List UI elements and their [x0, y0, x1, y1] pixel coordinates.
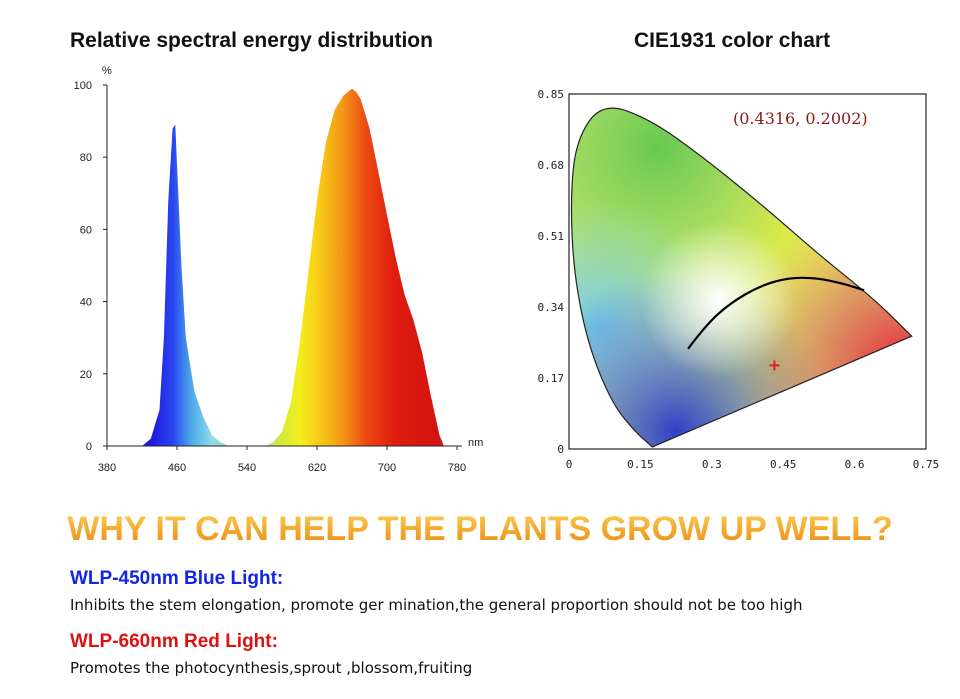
cie-x-tick-label: 0: [566, 458, 573, 471]
spectrum-x-unit: nm: [468, 437, 483, 449]
cie-y-tick-label: 0.51: [538, 230, 565, 243]
cie-y-tick-label: 0.68: [538, 159, 565, 172]
blue-light-heading: WLP-450nm Blue Light:: [70, 568, 284, 589]
cie-x-tick-label: 0.3: [702, 458, 722, 471]
cie-chart: 0 0.15 0.3 0.45 0.6 0.75 0 0.17 0.34 0.51 0.68 0.8…: [538, 88, 940, 471]
cie-x-tick-label: 0.45: [770, 458, 797, 471]
cie-y-tick-label: 0.17: [538, 372, 565, 385]
cie-x-tick-label: 0.75: [913, 458, 940, 471]
spectrum-chart-title: Relative spectral energy distribution: [70, 29, 433, 52]
spectrum-area: [142, 88, 444, 446]
spectrum-x-tick-label: 460: [168, 462, 186, 474]
cie-color-region: [571, 108, 912, 447]
red-light-heading: WLP-660nm Red Light:: [70, 631, 278, 652]
red-light-description: Promotes the photocynthesis,sprout ,blos…: [70, 659, 473, 677]
spectrum-y-tick-label: 100: [74, 80, 92, 92]
spectrum-x-tick-label: 620: [308, 462, 326, 474]
cie-x-tick-label: 0.15: [627, 458, 654, 471]
cie-y-tick-label: 0: [557, 443, 564, 456]
spectrum-x-tick-label: 700: [378, 462, 396, 474]
cie-color-point: [769, 360, 780, 371]
spectrum-chart: 380 460 540 620 700 780 0 20 40 60 80 100 % nm: [74, 65, 484, 474]
spectrum-y-tick-label: 80: [80, 152, 92, 164]
cie-planckian-curve: [687, 276, 865, 350]
cie-y-tick-label: 0.85: [538, 88, 565, 101]
spectrum-y-tick-label: 0: [86, 441, 92, 453]
blue-light-description: Inhibits the stem elongation, promote ge…: [70, 596, 803, 614]
spectrum-y-tick-label: 40: [80, 297, 92, 309]
spectrum-x-tick-label: 540: [238, 462, 256, 474]
cie-y-tick-label: 0.34: [538, 301, 565, 314]
cie-coordinate-annotation: (0.4316, 0.2002): [733, 109, 868, 128]
spectrum-x-tick-label: 780: [448, 462, 466, 474]
cie-chart-title: CIE1931 color chart: [634, 29, 831, 52]
spectrum-x-tick-label: 380: [98, 462, 116, 474]
cie-plot-frame: [568, 93, 927, 450]
charts-canvas: 380 460 540 620 700 780 0 20 40 60 80 100 % nm 0 0.…: [74, 65, 940, 474]
spectrum-y-unit: %: [102, 65, 112, 77]
cie-x-tick-label: 0.6: [845, 458, 865, 471]
spectrum-y-tick-label: 60: [80, 224, 92, 236]
cie-spectral-locus: [570, 107, 913, 448]
headline: WHY IT CAN HELP THE PLANTS GROW UP WELL?: [0, 510, 960, 549]
spectrum-y-tick-label: 20: [80, 369, 92, 381]
